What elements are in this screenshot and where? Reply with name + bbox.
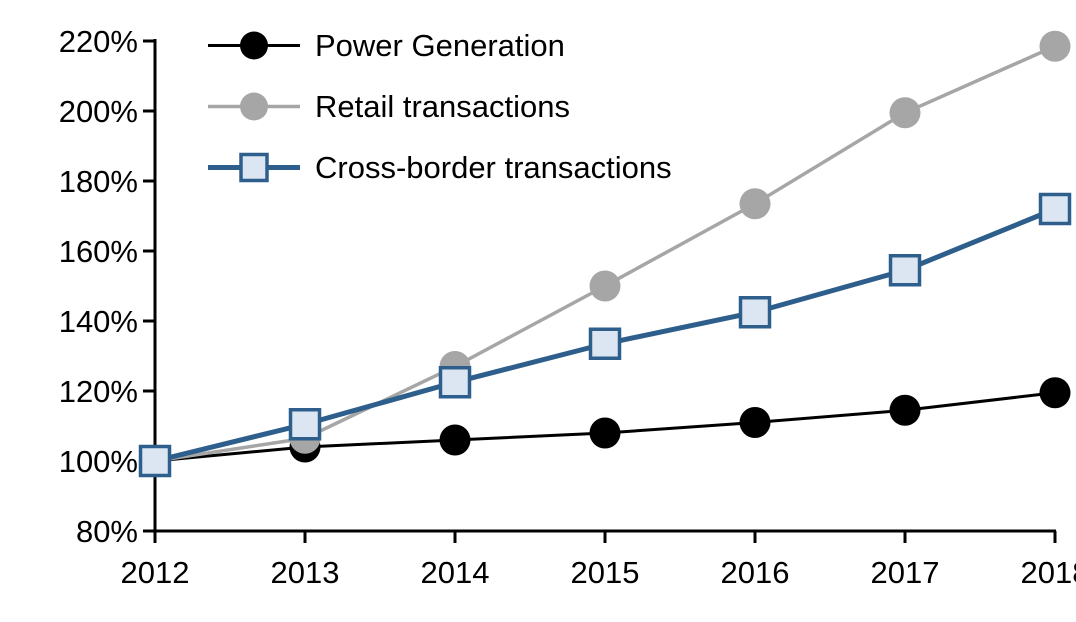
data-point-marker	[739, 188, 771, 220]
series-cross-border-transactions	[138, 192, 1072, 478]
line-circle-marker-icon	[208, 31, 300, 60]
y-tick-label: 160%	[59, 234, 138, 269]
x-tick-label: 2018	[1021, 555, 1076, 590]
data-point-marker	[588, 327, 622, 360]
legend-label: Retail transactions	[315, 89, 571, 124]
line-square-marker-icon	[208, 152, 300, 183]
y-tick-label: 180%	[59, 164, 138, 199]
legend-label: Cross-border transactions	[315, 150, 672, 185]
x-tick-label: 2012	[121, 555, 190, 590]
series-power-generation	[139, 377, 1071, 477]
data-point-marker	[589, 270, 621, 302]
legend-item-power-generation: Power Generation	[208, 28, 672, 63]
y-tick-label: 140%	[59, 304, 138, 339]
line-circle-marker-icon	[208, 92, 300, 121]
data-point-marker	[1039, 30, 1071, 62]
legend: Power Generation Retail transactions Cro…	[208, 28, 672, 185]
data-point-marker	[438, 366, 472, 399]
data-point-marker	[589, 417, 621, 449]
chart-canvas: 80% 100% 120% 140% 160% 180% 200% 220% 2012 2013 2…	[59, 24, 1076, 590]
data-point-marker	[889, 97, 921, 129]
line-chart: 80% 100% 120% 140% 160% 180% 200% 220% 2012 2013 2…	[40, 16, 1076, 606]
data-point-marker	[439, 424, 471, 456]
y-tick-label: 120%	[59, 374, 138, 409]
data-point-marker	[739, 407, 771, 438]
x-tick-label: 2013	[271, 555, 340, 590]
data-point-marker	[138, 444, 172, 478]
data-point-marker	[889, 394, 921, 426]
legend-marker	[239, 152, 269, 183]
y-tick-label: 80%	[76, 514, 138, 549]
legend-marker	[240, 31, 268, 60]
data-point-marker	[1038, 192, 1072, 226]
x-tick-label: 2014	[421, 555, 490, 590]
x-tick-label: 2017	[871, 555, 940, 590]
legend-item-retail-transactions: Retail transactions	[208, 89, 672, 124]
y-tick-label: 220%	[59, 24, 138, 59]
data-point-marker	[738, 296, 772, 329]
y-tick-label: 100%	[59, 444, 138, 479]
legend-item-cross-border-transactions: Cross-border transactions	[208, 150, 672, 185]
legend-label: Power Generation	[315, 28, 565, 63]
legend-marker	[240, 92, 268, 121]
y-tick-label: 200%	[59, 94, 138, 129]
data-point-marker	[1039, 377, 1071, 409]
x-tick-label: 2016	[721, 555, 790, 590]
x-tick-label: 2015	[571, 555, 640, 590]
data-point-marker	[888, 254, 922, 287]
data-point-marker	[288, 408, 322, 441]
